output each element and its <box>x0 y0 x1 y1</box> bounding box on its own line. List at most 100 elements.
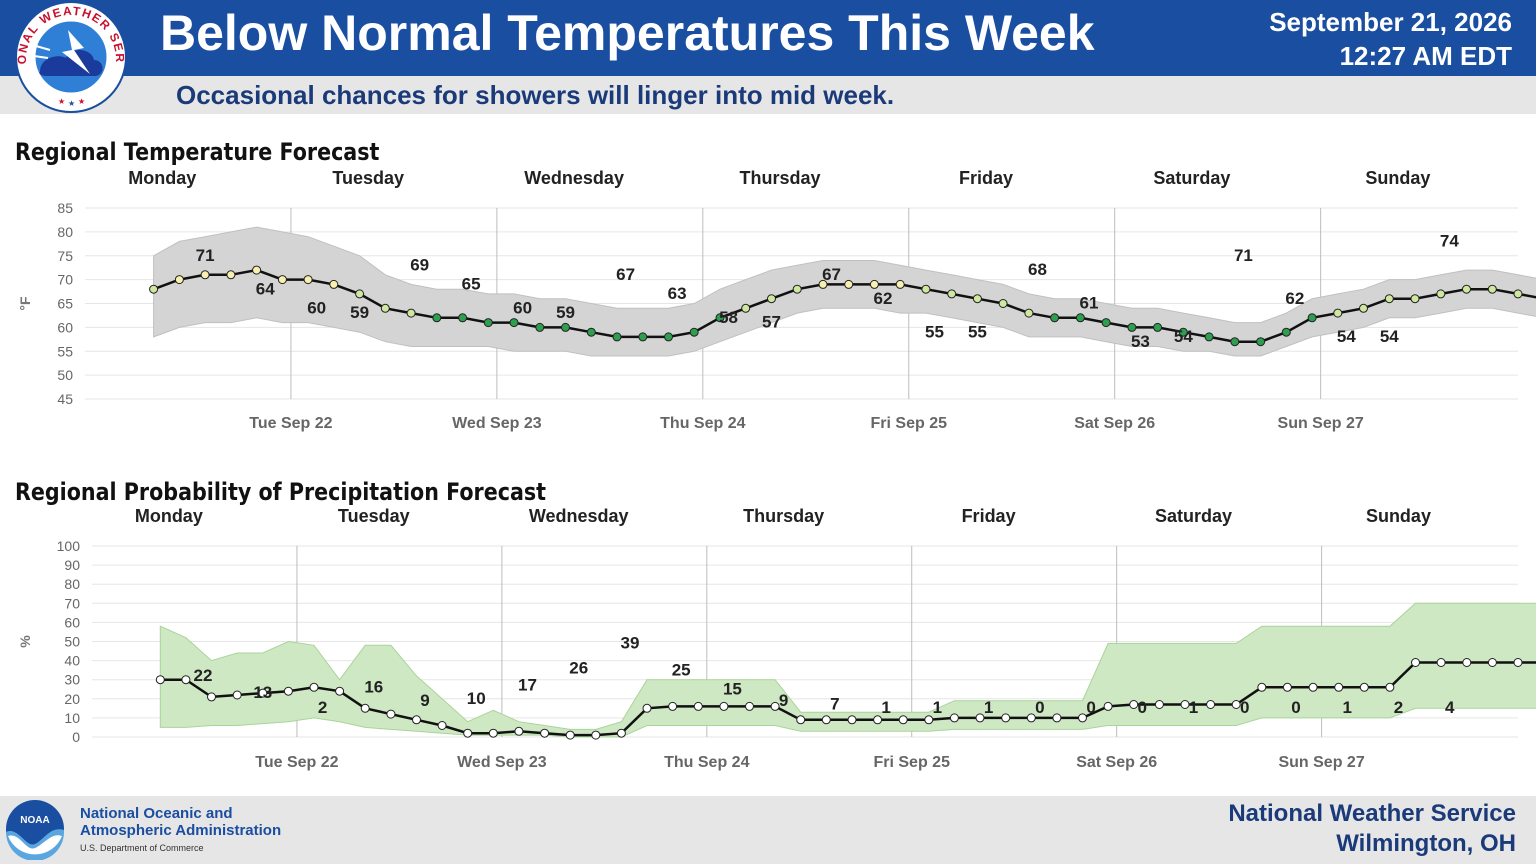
pop-value-label: 7 <box>830 695 839 714</box>
data-point <box>200 270 210 280</box>
data-point <box>226 270 236 280</box>
x-date-tick: Wed Sep 23 <box>452 415 542 432</box>
data-point <box>924 715 934 725</box>
y-tick-label: 90 <box>64 557 80 573</box>
data-point <box>1436 289 1446 299</box>
data-point <box>869 279 879 289</box>
data-point <box>1154 700 1164 709</box>
y-tick-label: 70 <box>64 595 80 611</box>
temp-value-label: 62 <box>874 289 893 308</box>
pop-value-label: 39 <box>620 634 639 653</box>
data-point <box>741 303 751 313</box>
data-point <box>1127 322 1137 332</box>
day-name-label: Wednesday <box>529 506 629 526</box>
temp-value-label: 71 <box>1234 246 1253 265</box>
data-point <box>715 313 725 323</box>
data-point <box>1436 658 1446 667</box>
uncertainty-band <box>159 602 1536 738</box>
data-point <box>380 303 390 313</box>
temp-value-label: 74 <box>1440 232 1459 251</box>
day-name-label: Wednesday <box>524 168 624 188</box>
temp-value-label: 58 <box>719 308 738 327</box>
temp-value-label: 64 <box>256 279 275 298</box>
data-point <box>898 715 908 725</box>
x-date-tick: Fri Sep 25 <box>873 754 950 771</box>
x-date-tick: Sun Sep 27 <box>1278 754 1364 771</box>
subtitle-bar <box>0 76 1536 114</box>
data-point <box>1513 289 1523 299</box>
data-point <box>412 715 421 725</box>
y-tick-label: 10 <box>64 710 80 726</box>
y-tick-label: 0 <box>72 729 80 745</box>
data-point <box>1075 313 1085 323</box>
y-tick-label: 50 <box>57 367 73 383</box>
day-name-label: Tuesday <box>338 506 410 526</box>
data-point <box>1384 294 1394 304</box>
data-point <box>818 279 828 289</box>
temp-value-label: 57 <box>762 313 781 332</box>
data-point <box>406 308 416 318</box>
y-tick-label: 30 <box>64 672 80 688</box>
y-tick-label: 75 <box>57 248 73 264</box>
temp-value-label: 53 <box>1131 332 1150 351</box>
data-point <box>1001 713 1011 723</box>
y-tick-label: 55 <box>57 343 73 359</box>
data-point <box>355 289 365 299</box>
data-point <box>638 332 648 342</box>
data-point <box>1231 700 1241 709</box>
temp-chart-title: Regional Temperature Forecast <box>15 138 380 166</box>
temp-value-label: 71 <box>196 246 215 265</box>
x-date-tick: Sat Sep 26 <box>1076 754 1157 771</box>
day-name-label: Thursday <box>743 506 824 526</box>
temp-value-label: 67 <box>822 265 841 284</box>
data-point <box>975 713 985 723</box>
temp-value-label: 54 <box>1174 327 1193 346</box>
data-point <box>149 284 159 294</box>
day-name-label: Monday <box>135 506 203 526</box>
data-point <box>561 322 570 332</box>
data-point <box>252 265 262 275</box>
data-point <box>642 703 652 713</box>
data-point <box>1462 658 1472 667</box>
temp-value-label: 59 <box>350 303 369 322</box>
data-point <box>540 728 550 738</box>
data-point <box>1281 327 1291 337</box>
data-point <box>155 675 165 685</box>
data-point <box>483 318 493 328</box>
pop-value-label: 2 <box>318 698 327 717</box>
temp-value-label: 60 <box>513 298 532 317</box>
data-point <box>258 688 268 698</box>
data-point <box>745 701 754 711</box>
x-date-tick: Fri Sep 25 <box>871 415 948 432</box>
temp-value-label: 62 <box>1285 289 1304 308</box>
data-point <box>895 279 905 289</box>
pop-value-label: 13 <box>253 683 272 702</box>
y-tick-label: 40 <box>64 653 80 669</box>
day-name-label: Friday <box>959 168 1013 188</box>
temp-value-label: 63 <box>668 284 687 303</box>
data-point <box>586 327 596 337</box>
x-date-tick: Tue Sep 22 <box>255 754 338 771</box>
data-point <box>174 275 184 285</box>
data-point <box>432 313 442 323</box>
pop-value-label: 17 <box>518 676 537 695</box>
data-point <box>767 294 776 304</box>
data-point <box>844 279 854 289</box>
y-tick-label: 60 <box>57 319 73 335</box>
data-point <box>693 701 703 711</box>
data-point <box>1462 284 1471 294</box>
data-point <box>565 730 575 740</box>
data-point <box>1487 284 1497 294</box>
data-point <box>719 701 729 711</box>
pop-value-label: 0 <box>1138 698 1147 717</box>
page-subtitle: Occasional chances for showers will ling… <box>176 80 895 110</box>
data-point <box>1385 682 1395 692</box>
pop-value-label: 22 <box>194 666 213 685</box>
temp-value-label: 61 <box>1079 294 1098 313</box>
header-bar <box>0 0 1536 76</box>
pop-value-label: 0 <box>1240 698 1249 717</box>
data-point <box>309 682 319 692</box>
x-date-tick: Sun Sep 27 <box>1278 415 1364 432</box>
temp-value-label: 60 <box>307 298 326 317</box>
pop-value-label: 0 <box>1035 698 1044 717</box>
